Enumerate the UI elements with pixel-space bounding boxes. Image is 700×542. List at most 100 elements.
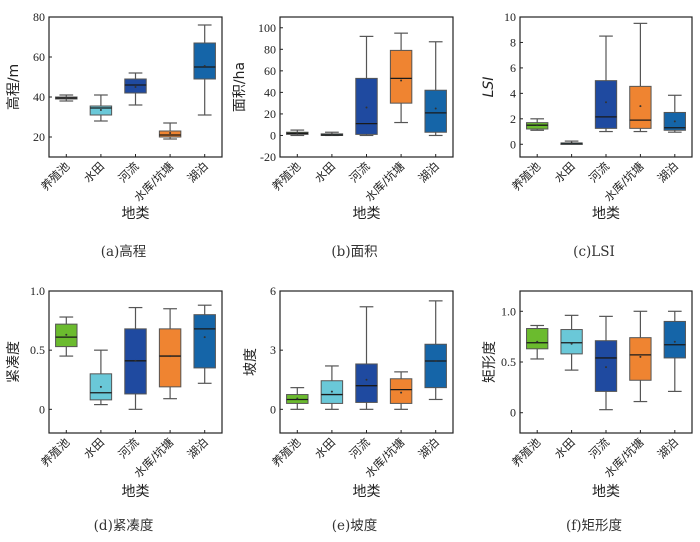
y-tick-label: 0 (270, 402, 276, 416)
box-iqr (629, 85, 652, 129)
x-tick-label: 养殖池 (269, 159, 304, 194)
mean-marker (605, 101, 607, 104)
mean-marker (400, 79, 403, 82)
mean-marker (169, 355, 172, 358)
x-tick-label: 湖泊 (655, 159, 681, 185)
box-3 (158, 122, 182, 140)
x-tick-label: 河流 (586, 159, 613, 186)
box-iqr (193, 42, 216, 80)
box-iqr (594, 340, 618, 392)
box-2 (594, 315, 618, 411)
y-tick-label: 0 (510, 406, 516, 420)
y-tick-label: -20 (260, 150, 276, 164)
y-tick-label: 60 (33, 50, 45, 64)
box-2 (594, 35, 618, 133)
box-iqr (158, 130, 182, 138)
box-0 (526, 324, 549, 360)
x-tick-label: 湖泊 (655, 435, 681, 461)
y-tick-label: 0 (270, 128, 276, 142)
x-tick-label: 水田 (81, 159, 107, 185)
y-tick-label: 60 (264, 64, 276, 78)
mean-marker (365, 106, 368, 109)
mean-marker (169, 132, 172, 134)
box-4 (193, 24, 216, 116)
y-tick-label: 0.5 (30, 343, 45, 357)
box-1 (320, 365, 344, 410)
y-tick-label: 10 (504, 10, 516, 24)
box-4 (663, 310, 686, 393)
mean-marker (639, 355, 642, 358)
x-tick-label: 养殖池 (38, 159, 73, 194)
box-iqr (663, 320, 686, 359)
y-tick-label: 80 (33, 10, 45, 24)
mean-marker (434, 107, 437, 110)
box-1 (320, 131, 344, 137)
x-axis-label: 地类 (592, 484, 620, 500)
y-axis-label: 高程/m (5, 64, 22, 110)
mean-marker (330, 390, 333, 393)
y-tick-label: 0.5 (501, 355, 516, 369)
subplot-caption: (b)面积 (331, 244, 377, 260)
x-tick-label: 水田 (552, 435, 578, 461)
x-tick-label: 养殖池 (38, 435, 73, 470)
y-tick-label: 80 (264, 42, 276, 56)
mean-marker (65, 333, 68, 336)
mean-marker (203, 336, 206, 339)
y-tick-label: 0 (510, 137, 516, 151)
box-iqr (629, 337, 652, 381)
x-tick-label: 养殖池 (269, 435, 304, 470)
box-2 (355, 35, 378, 137)
box-1 (560, 314, 583, 371)
box-0 (286, 129, 309, 137)
mean-marker (400, 391, 403, 394)
subplot-caption: (e)坡度 (332, 518, 378, 534)
y-axis-label: 坡度 (243, 348, 259, 376)
box-3 (389, 32, 413, 124)
x-tick-label: 河流 (346, 435, 373, 462)
x-tick-label: 水田 (312, 159, 338, 185)
y-axis-label: 紧凑度 (5, 341, 22, 383)
box-0 (55, 316, 78, 357)
mean-marker (99, 109, 102, 111)
box-iqr (389, 49, 413, 104)
box-2 (355, 306, 378, 410)
box-1 (560, 140, 583, 145)
subplot-caption: (a)高程 (101, 243, 147, 260)
box-0 (55, 94, 78, 102)
x-tick-label: 湖泊 (185, 435, 211, 461)
y-tick-label: 0 (39, 402, 45, 416)
box-0 (286, 387, 309, 410)
mean-marker (536, 340, 539, 343)
y-tick-label: 2 (510, 112, 516, 126)
x-tick-label: 水田 (552, 159, 578, 185)
mean-marker (296, 132, 299, 135)
mean-marker (536, 124, 539, 127)
x-tick-label: 养殖池 (509, 159, 544, 194)
box-iqr (594, 80, 618, 129)
y-tick-label: 40 (33, 90, 45, 104)
box-3 (629, 310, 652, 403)
subplot-caption: (d)紧凑度 (94, 517, 154, 534)
mean-marker (99, 385, 102, 388)
mean-marker (203, 65, 206, 67)
mean-marker (296, 397, 299, 400)
mean-marker (134, 86, 137, 88)
x-tick-label: 河流 (115, 435, 142, 462)
mean-marker (134, 359, 137, 362)
x-tick-label: 水田 (312, 435, 338, 461)
y-axis-label: 矩形度 (482, 341, 498, 383)
box-iqr (526, 328, 549, 350)
x-tick-label: 湖泊 (185, 159, 211, 185)
box-3 (629, 22, 652, 133)
x-tick-label: 河流 (586, 435, 613, 462)
mean-marker (330, 133, 333, 136)
mean-marker (605, 366, 607, 369)
y-axis-label: LSI (481, 77, 497, 98)
box-iqr (560, 329, 583, 355)
